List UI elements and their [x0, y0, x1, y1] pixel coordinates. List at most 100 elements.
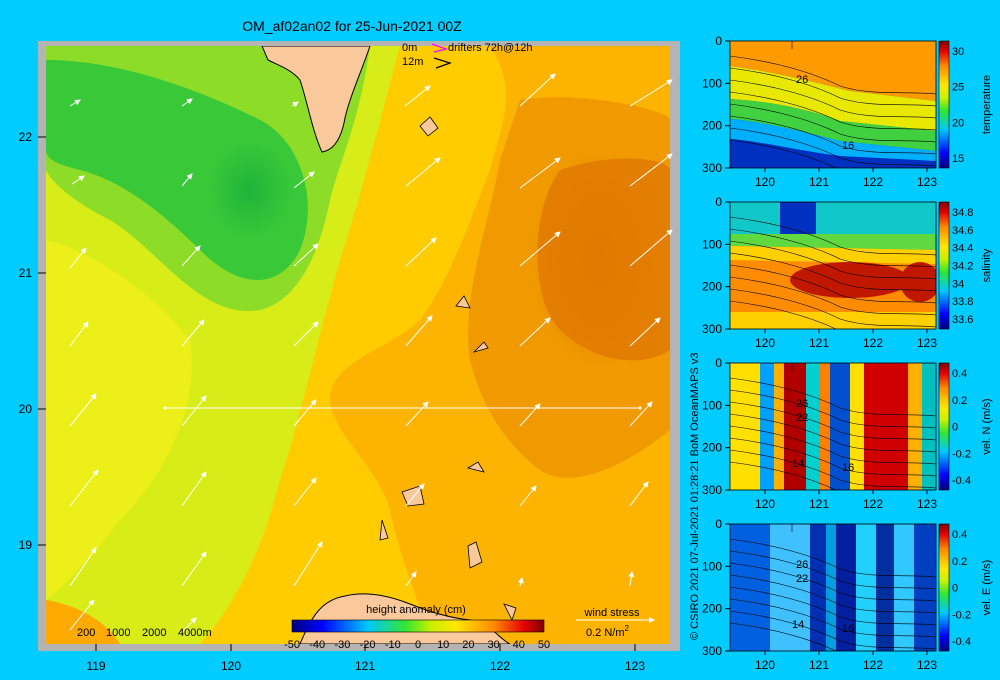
bathy-2000: 2000	[142, 627, 166, 639]
contour-label: 16	[842, 623, 854, 635]
bathy-200: 200	[77, 627, 95, 639]
section-cbar-tick: -0.4	[952, 636, 971, 648]
lat-tick-21: 21	[19, 266, 33, 280]
depth-tick-100: 100	[702, 398, 722, 412]
section-lon-tick-121: 121	[809, 658, 829, 672]
wind-stress-label: wind stress	[583, 607, 640, 619]
height-anomaly-colorbar: height anomaly (cm) -50 -40 -30 -20 -10 0 10 20…	[284, 604, 550, 651]
depth-tick-300: 300	[702, 322, 722, 336]
longitude-ticks: 119 120 121 122 123	[86, 644, 645, 673]
section-lon-tick-123: 123	[917, 658, 937, 672]
section-lon-tick-122: 122	[863, 658, 883, 672]
depth-tick-0: 0	[715, 195, 722, 209]
section-panel-0: 26 16 0 100 200 300 120 121 122 123 30 25 20 15 temper…	[702, 34, 993, 189]
drifter-depth-0: 0m	[402, 42, 417, 54]
depth-tick-0: 0	[715, 34, 722, 48]
section-lon-tick-120: 120	[755, 658, 775, 672]
depth-tick-0: 0	[715, 517, 722, 531]
contour-label: 26	[796, 398, 808, 410]
figure-title: OM_af02an02 for 25-Jun-2021 00Z	[242, 18, 462, 34]
section-lon-tick-121: 121	[809, 175, 829, 189]
contour-label: 14	[792, 619, 804, 631]
lat-tick-20: 20	[19, 402, 33, 416]
depth-tick-200: 200	[702, 119, 722, 133]
colorbar-tick: -50	[284, 639, 300, 651]
latitude-ticks: 22 21 20 19	[19, 130, 46, 552]
section-variable-label: vel. E (m/s)	[981, 560, 993, 616]
depth-tick-200: 200	[702, 280, 722, 294]
section-cbar-tick: 33.8	[952, 296, 973, 308]
bathy-1000: 1000	[106, 627, 130, 639]
transect-end	[638, 406, 642, 410]
main-map: 0m drifters 72h@12h 12m 200 1000 2000 40…	[19, 41, 680, 673]
land-taiwan	[261, 46, 371, 153]
section-lon-tick-123: 123	[917, 336, 937, 350]
lat-tick-19: 19	[19, 538, 33, 552]
islands	[379, 116, 517, 622]
contour-label: 26	[796, 74, 808, 86]
depth-tick-100: 100	[702, 237, 722, 251]
depth-tick-300: 300	[702, 644, 722, 658]
contour-label: 16	[842, 462, 854, 474]
transect-start	[163, 406, 167, 410]
lon-tick-122: 122	[490, 659, 510, 673]
section-lon-tick-122: 122	[863, 175, 883, 189]
section-cbar-tick: 25	[952, 82, 964, 94]
section-cbar-tick: 15	[952, 153, 964, 165]
lon-tick-121: 121	[355, 659, 375, 673]
section-lon-tick-121: 121	[809, 336, 829, 350]
section-lon-tick-123: 123	[917, 497, 937, 511]
section-lon-tick-122: 122	[863, 497, 883, 511]
lat-tick-22: 22	[19, 130, 33, 144]
section-panel-1: 0 100 200 300 120 121 122 123 34.8 34.6 34.4 34.2 34…	[702, 195, 993, 350]
drifter-depth-12: 12m	[402, 56, 423, 68]
depth-tick-100: 100	[702, 76, 722, 90]
bathy-4000m: 4000m	[178, 627, 212, 639]
section-cbar-tick: 34.4	[952, 243, 973, 255]
colorbar-tick: -30	[334, 639, 350, 651]
contour-label: 16	[842, 140, 854, 152]
drifter-legend-text: drifters 72h@12h	[448, 42, 533, 54]
section-lon-tick-120: 120	[755, 497, 775, 511]
section-cbar-tick: 0	[952, 422, 958, 434]
section-lon-tick-121: 121	[809, 497, 829, 511]
cyclonic-eddy-core	[208, 142, 292, 238]
credit-text: © CSIRO 2021 07-Jul-2021 01:28:21 BoM Oc…	[689, 352, 701, 640]
depth-tick-0: 0	[715, 356, 722, 370]
colorbar-tick: 50	[538, 639, 550, 651]
section-cbar-tick: 33.6	[952, 314, 973, 326]
section-cbar-tick: 0.4	[952, 368, 967, 380]
section-panel-2: 26 22 14 16 0 100 200 300 120 121 122 123 0.4 0.2 0 -0.…	[702, 356, 993, 511]
colorbar-tick: 30	[487, 639, 499, 651]
colorbar-label: height anomaly (cm)	[366, 604, 466, 616]
section-lon-tick-120: 120	[755, 175, 775, 189]
contour-label: 26	[796, 559, 808, 571]
wind-stress-vectors	[69, 73, 673, 633]
section-cbar-tick: 30	[952, 46, 964, 58]
section-panel-3: 26 22 14 16 0 100 200 300 120 121 122 123 0.4 0.2 0 -0.…	[702, 517, 993, 672]
colorbar-tick: 0	[415, 639, 421, 651]
section-cbar-tick: 0	[952, 583, 958, 595]
colorbar-tick: 10	[437, 639, 449, 651]
section-lon-tick-120: 120	[755, 336, 775, 350]
section-cbar-tick: 34.8	[952, 207, 973, 219]
section-cbar-tick: 0.2	[952, 556, 967, 568]
section-cbar-tick: -0.4	[952, 475, 971, 487]
wind-stress-legend: wind stress 0.2 N/m2	[576, 607, 655, 639]
wind-stress-value: 0.2 N/m2	[586, 624, 630, 639]
colorbar-tick: 20	[462, 639, 474, 651]
lon-tick-120: 120	[221, 659, 241, 673]
lon-tick-119: 119	[86, 659, 105, 673]
section-cbar-tick: 34	[952, 278, 964, 290]
section-lon-tick-122: 122	[863, 336, 883, 350]
drifter-legend: 0m drifters 72h@12h 12m	[402, 42, 533, 69]
depth-tick-200: 200	[702, 441, 722, 455]
section-cbar-tick: -0.2	[952, 609, 971, 621]
section-cbar-tick: 34.6	[952, 225, 973, 237]
contour-label: 22	[796, 573, 808, 585]
bathymetry-legend: 200 1000 2000 4000m	[77, 627, 212, 639]
contour-label: 22	[796, 412, 808, 424]
section-lon-tick-123: 123	[917, 175, 937, 189]
section-variable-label: temperature	[981, 75, 993, 134]
